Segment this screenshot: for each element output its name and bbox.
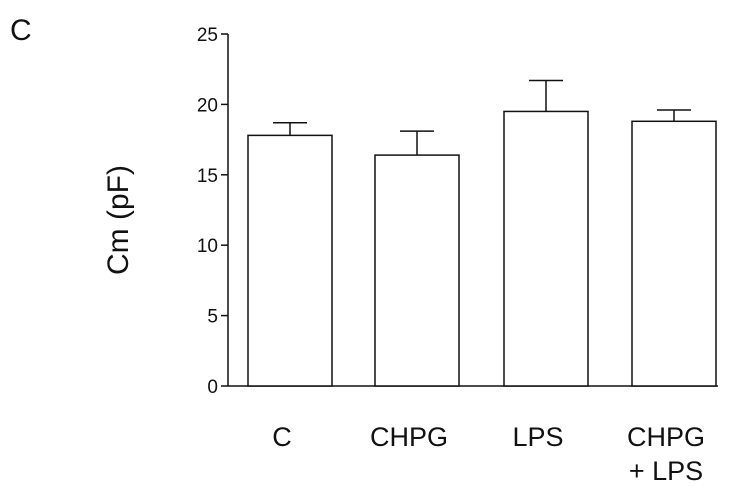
panel-label: C (10, 14, 32, 47)
bar (503, 110, 589, 387)
x-tick-label: CHPG (627, 422, 705, 452)
bars (247, 79, 717, 387)
y-tick-label: 20 (197, 95, 218, 116)
y-tick-label: 0 (207, 377, 218, 398)
bar (631, 120, 717, 387)
y-tick-label: 15 (197, 166, 218, 187)
y-tick-label: 25 (197, 25, 218, 46)
x-tick-label: + LPS (629, 456, 703, 486)
bar (247, 134, 333, 387)
x-tick-label: C (272, 422, 292, 452)
x-tick-label: CHPG (370, 422, 448, 452)
x-tick-labels: C CHPG LPS CHPG + LPS (272, 422, 705, 486)
x-tick-label: LPS (512, 422, 563, 452)
y-tick-label: 10 (197, 236, 218, 257)
y-axis-label: Cm (pF) (102, 165, 135, 275)
bar (374, 154, 460, 387)
y-tick-label: 5 (207, 307, 218, 328)
